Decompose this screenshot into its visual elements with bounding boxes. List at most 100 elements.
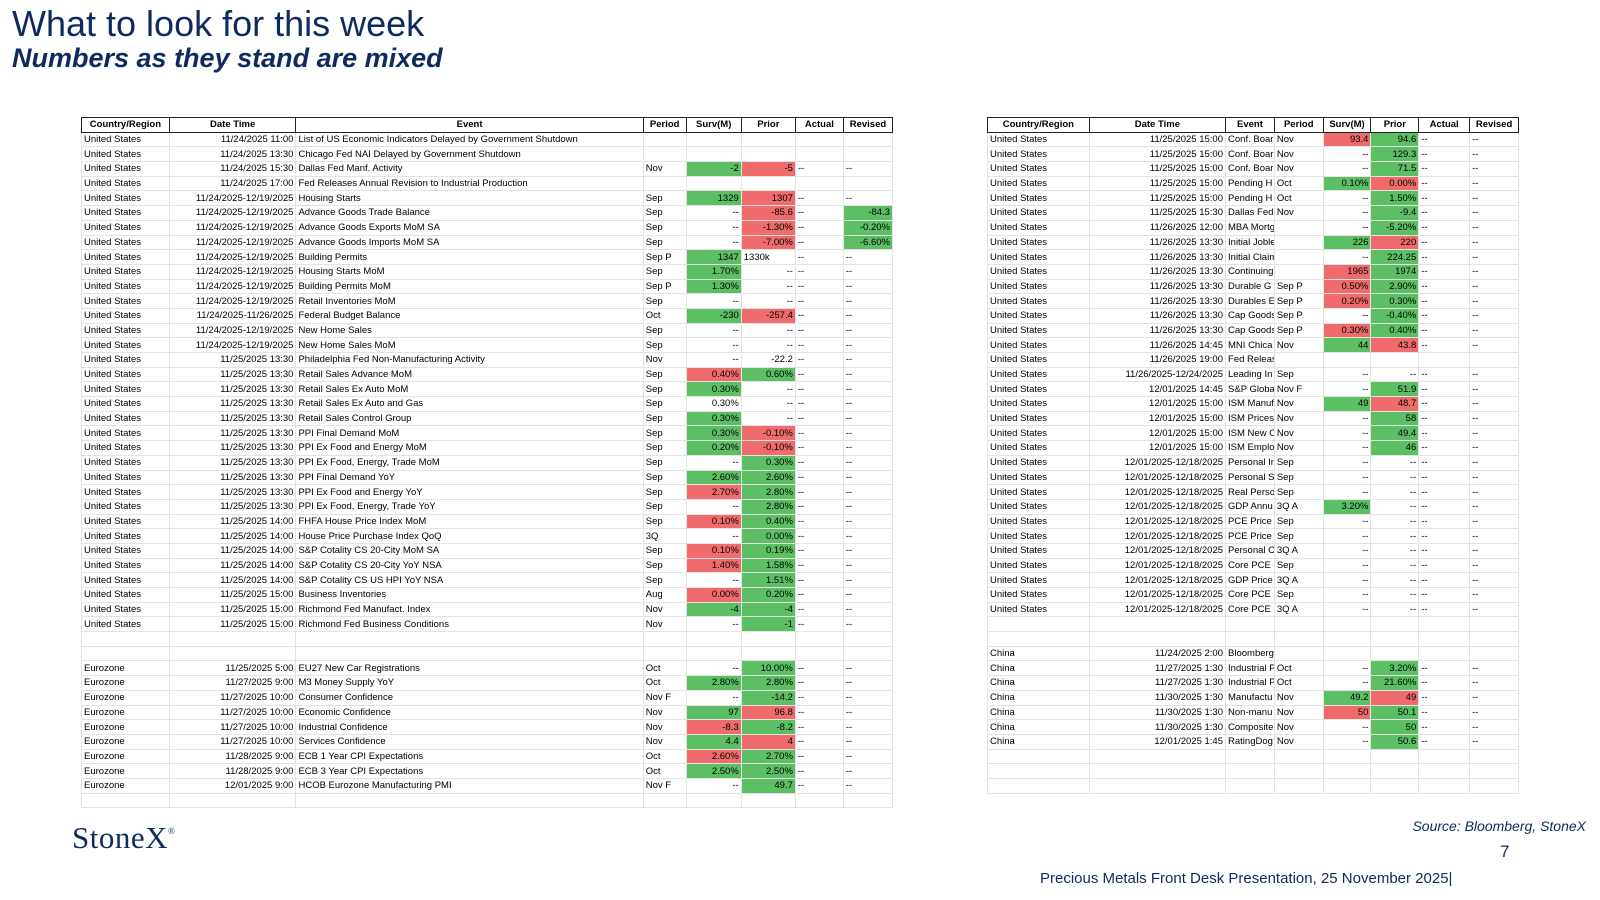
event-cell: Consumer Confidence xyxy=(295,689,644,706)
survey-cell: 2.80% xyxy=(685,675,742,691)
country-cell: Eurozone xyxy=(81,704,170,721)
prior-cell: 0.40% xyxy=(1370,322,1420,339)
country-cell: United States xyxy=(81,616,170,633)
survey-cell: -- xyxy=(1322,366,1372,383)
date-time-cell: 11/24/2025-12/19/2025 xyxy=(168,249,297,265)
actual-cell: -- xyxy=(1418,704,1471,721)
prior-cell: 0.19% xyxy=(740,542,796,559)
country-cell xyxy=(987,631,1090,647)
country-cell xyxy=(81,792,170,809)
survey-cell: -- xyxy=(685,219,742,236)
actual-cell xyxy=(794,631,844,647)
event-cell: Core PCE I xyxy=(1225,601,1275,618)
survey-cell: -2 xyxy=(685,161,742,177)
table-header-row: Country/Region Date Time Event Period Su… xyxy=(81,117,894,133)
actual-cell: -- xyxy=(1418,719,1471,735)
column-header: Date Time xyxy=(168,117,297,133)
revised-cell: -- xyxy=(1469,307,1519,324)
table-row: United States 11/25/2025 14:00 House Price… xyxy=(81,528,894,544)
survey-cell: 0.30% xyxy=(1322,322,1372,339)
prior-cell: -7.00% xyxy=(740,234,796,251)
actual-cell: -- xyxy=(1418,396,1471,412)
page-number: 7 xyxy=(1500,842,1510,861)
period-cell: Sep xyxy=(642,542,687,559)
date-time-cell: 11/25/2025 15:00 xyxy=(1088,161,1227,177)
period-cell xyxy=(642,631,687,647)
date-time-cell xyxy=(168,645,297,662)
period-cell: Nov xyxy=(642,352,687,368)
period-cell xyxy=(1273,763,1324,779)
table-row: United States 11/25/2025 15:00 Pending H Oc… xyxy=(987,190,1519,207)
period-cell: Sep P xyxy=(1273,293,1324,309)
prior-cell: 1974 xyxy=(1370,263,1420,280)
revised-cell: -- xyxy=(1469,293,1519,309)
revised-cell: -- xyxy=(842,557,894,574)
date-time-cell: 11/27/2025 10:00 xyxy=(168,719,297,735)
date-time-cell xyxy=(1088,777,1227,794)
revised-cell: -- xyxy=(1469,704,1519,721)
table-row: United States 12/01/2025-12/18/2025 Person… xyxy=(987,542,1519,559)
event-cell: PPI Ex Food, Energy, Trade MoM xyxy=(295,454,644,471)
event-cell: GDP Annu xyxy=(1225,498,1275,515)
period-cell xyxy=(642,175,687,192)
country-cell: Eurozone xyxy=(81,733,170,750)
revised-cell: -- xyxy=(1469,410,1519,427)
table-row: United States 11/25/2025 15:00 Conf. Boar N… xyxy=(987,146,1519,163)
survey-cell: 49 xyxy=(1322,396,1372,412)
prior-cell: 50.6 xyxy=(1370,733,1420,750)
country-cell: United States xyxy=(81,528,170,544)
survey-cell: 0.20% xyxy=(685,440,742,456)
event-cell: PPI Final Demand MoM xyxy=(295,425,644,442)
actual-cell: -- xyxy=(794,542,844,559)
country-cell: United States xyxy=(81,278,170,295)
prior-cell: 50.1 xyxy=(1370,704,1420,721)
revised-cell: -- xyxy=(1469,733,1519,750)
actual-cell: -- xyxy=(1418,234,1471,251)
revised-cell: -- xyxy=(1469,454,1519,471)
date-time-cell: 11/30/2025 1:30 xyxy=(1088,719,1227,735)
country-cell: United States xyxy=(987,601,1090,618)
revised-cell: -- xyxy=(842,601,894,618)
country-cell: Eurozone xyxy=(81,660,170,677)
prior-cell: -- xyxy=(740,278,796,295)
column-header: Date Time xyxy=(1088,117,1227,133)
page-subtitle: Numbers as they stand are mixed xyxy=(12,43,443,73)
period-cell: Sep xyxy=(642,293,687,309)
prior-cell: 43.8 xyxy=(1370,337,1420,353)
event-cell: Bloomberg Nov. China xyxy=(1225,645,1275,662)
column-header: Prior xyxy=(1370,117,1420,133)
table-row xyxy=(81,645,894,662)
revised-cell: -- xyxy=(1469,719,1519,735)
actual-cell: -- xyxy=(1418,381,1471,398)
date-time-cell: 12/01/2025-12/18/2025 xyxy=(1088,528,1227,544)
period-cell: Oct xyxy=(642,675,687,691)
actual-cell xyxy=(1418,777,1471,794)
revised-cell: -- xyxy=(1469,190,1519,207)
date-time-cell: 11/24/2025-12/19/2025 xyxy=(168,293,297,309)
prior-cell: 0.00% xyxy=(740,528,796,544)
prior-cell xyxy=(740,146,796,163)
prior-cell: -- xyxy=(1370,528,1420,544)
table-row xyxy=(987,777,1519,794)
date-time-cell: 12/01/2025 1:45 xyxy=(1088,733,1227,750)
date-time-cell: 12/01/2025 15:00 xyxy=(1088,396,1227,412)
survey-cell xyxy=(1322,631,1372,647)
event-cell: EU27 New Car Registrations xyxy=(295,660,644,677)
survey-cell: 1.30% xyxy=(685,278,742,295)
event-cell: Housing Starts xyxy=(295,190,644,207)
table-row xyxy=(81,792,894,809)
event-cell: Philadelphia Fed Non-Manufacturing Activ… xyxy=(295,352,644,368)
actual-cell: -- xyxy=(794,205,844,221)
table-row: United States 11/24/2025-12/19/2025 New Ho… xyxy=(81,337,894,353)
event-cell: ISM Prices xyxy=(1225,410,1275,427)
prior-cell: 220 xyxy=(1370,234,1420,251)
table-row: United States 11/25/2025 15:30 Dallas Fed N… xyxy=(987,205,1519,221)
revised-cell: -- xyxy=(1469,498,1519,515)
country-cell: United States xyxy=(987,234,1090,251)
table-row: United States 11/25/2025 14:00 FHFA House … xyxy=(81,513,894,530)
event-cell: Building Permits xyxy=(295,249,644,265)
survey-cell: -- xyxy=(1322,454,1372,471)
country-cell: United States xyxy=(81,293,170,309)
prior-cell: 2.50% xyxy=(740,763,796,779)
